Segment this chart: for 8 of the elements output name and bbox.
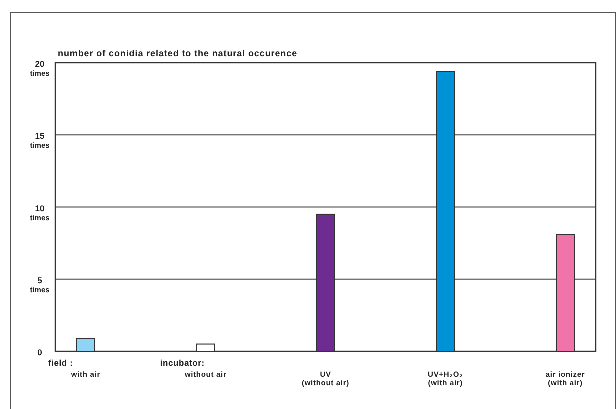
chart-title: number of conidia related to the natural occurence [58, 48, 298, 58]
y-tick-label: 10 times [30, 203, 50, 222]
y-tick-label: 0 [38, 348, 43, 358]
y-tick-label: 20 times [30, 59, 50, 78]
y-tick-label: 5 times [30, 275, 50, 294]
text: field : [48, 358, 74, 368]
text: incubator: [160, 358, 205, 368]
y-tick-label: 15 times [30, 131, 50, 150]
